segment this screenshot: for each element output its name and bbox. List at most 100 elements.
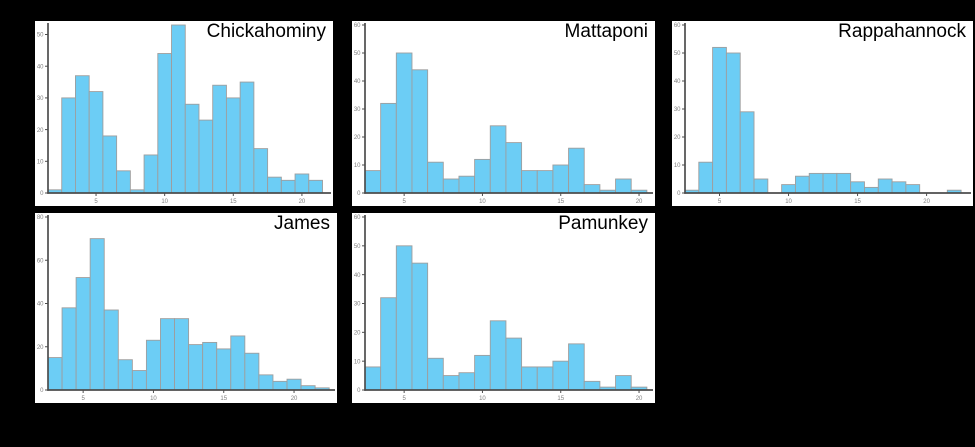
histogram-bar — [174, 318, 190, 391]
histogram-panel-mattaponi: Mattaponi 0 10 20 30 40 50 60 5 10 15 20 — [352, 21, 655, 206]
histogram-bar — [61, 307, 77, 391]
y-tick-label: 80 — [37, 215, 44, 221]
histogram-bar — [615, 375, 632, 391]
y-tick-label: 40 — [354, 79, 361, 85]
histogram-bar — [280, 179, 296, 194]
histogram-bar — [568, 147, 585, 194]
histogram-svg: 0 20 40 60 80 5 10 15 20 — [37, 215, 335, 402]
histogram-chart: 0 10 20 30 40 50 60 5 10 15 20 — [352, 213, 655, 403]
histogram-bar — [380, 102, 397, 194]
histogram-panel-pamunkey: Pamunkey 0 10 20 30 40 50 60 5 10 15 20 — [352, 213, 655, 403]
histogram-bar — [489, 320, 507, 391]
histogram-bar — [615, 178, 632, 194]
y-tick-label: 10 — [674, 163, 681, 169]
y-tick-label: 20 — [354, 135, 361, 141]
chart-title: Pamunkey — [558, 213, 648, 234]
x-tick-label: 15 — [854, 199, 861, 205]
histogram-bar — [583, 184, 601, 194]
histogram-bar — [395, 245, 413, 391]
histogram-panel-chickahominy: Chickahominy 0 10 20 30 40 50 5 10 15 20 — [35, 21, 333, 206]
y-tick-label: 10 — [354, 359, 361, 365]
histogram-chart: 0 10 20 30 40 50 60 5 10 15 20 — [672, 21, 973, 206]
y-tick-label: 30 — [674, 107, 681, 113]
y-tick-label: 60 — [674, 23, 681, 29]
histogram-bar — [836, 172, 852, 194]
x-tick-label: 15 — [557, 199, 564, 205]
histogram-bar — [103, 309, 119, 391]
histogram-bar — [583, 380, 601, 391]
y-tick-label: 40 — [37, 64, 44, 70]
y-tick-label: 20 — [674, 135, 681, 141]
histogram-bar — [258, 374, 274, 391]
histogram-bar — [753, 178, 769, 194]
histogram-bar — [380, 297, 397, 391]
y-tick-label: 60 — [354, 23, 361, 29]
histogram-bar — [212, 84, 227, 194]
histogram-bar — [411, 69, 429, 194]
x-tick-label: 5 — [402, 396, 406, 402]
y-tick-label: 20 — [37, 345, 44, 351]
y-tick-label: 20 — [354, 331, 361, 337]
y-tick-label: 50 — [354, 51, 361, 57]
histogram-bar — [442, 375, 460, 391]
histogram-bar — [505, 337, 523, 391]
histogram-panel-james: James 0 20 40 60 80 5 10 15 20 — [35, 213, 337, 403]
histogram-bar — [536, 366, 554, 391]
y-tick-label: 50 — [37, 33, 44, 39]
histogram-bar — [188, 344, 204, 391]
x-tick-label: 10 — [161, 199, 168, 205]
histogram-bar — [442, 178, 460, 194]
y-tick-label: 60 — [354, 215, 361, 221]
histogram-bar — [286, 378, 302, 391]
histogram-bar — [536, 170, 554, 194]
histogram-bar — [474, 354, 491, 391]
x-tick-label: 15 — [230, 199, 237, 205]
histogram-bar — [198, 119, 214, 194]
histogram-bar — [47, 357, 63, 391]
y-tick-label: 30 — [354, 107, 361, 113]
histogram-bar — [474, 158, 491, 194]
histogram-bar — [808, 172, 824, 194]
histogram-bar — [489, 125, 507, 194]
histogram-bar — [116, 170, 131, 194]
histogram-chart: 0 10 20 30 40 50 60 5 10 15 20 — [352, 21, 655, 206]
x-tick-label: 5 — [94, 199, 98, 205]
x-tick-label: 10 — [785, 199, 792, 205]
histogram-bar — [143, 154, 159, 194]
x-tick-label: 20 — [923, 199, 930, 205]
y-tick-label: 40 — [354, 273, 361, 279]
x-tick-label: 5 — [718, 199, 722, 205]
y-tick-label: 40 — [37, 302, 44, 308]
histogram-bar — [267, 176, 282, 194]
histogram-bar — [294, 173, 310, 194]
x-tick-label: 15 — [557, 396, 564, 402]
histogram-bar — [244, 352, 260, 391]
y-tick-label: 30 — [354, 302, 361, 308]
x-tick-label: 10 — [479, 199, 486, 205]
histogram-bar — [552, 164, 570, 194]
histogram-bar — [272, 380, 288, 391]
chart-title: Chickahominy — [206, 21, 326, 42]
y-tick-label: 0 — [357, 191, 361, 197]
histogram-bar — [427, 357, 444, 391]
histogram-svg: 0 10 20 30 40 50 60 5 10 15 20 — [674, 23, 971, 205]
histogram-bar — [61, 97, 76, 194]
histogram-bar — [89, 238, 105, 391]
histogram-bar — [521, 366, 538, 391]
histogram-bar — [184, 103, 200, 194]
histogram-bar — [521, 170, 538, 194]
histogram-bar — [157, 53, 172, 194]
y-tick-label: 60 — [37, 258, 44, 264]
histogram-svg: 0 10 20 30 40 50 60 5 10 15 20 — [354, 23, 653, 205]
histogram-bar — [568, 343, 585, 391]
y-tick-label: 30 — [37, 96, 44, 102]
y-tick-label: 0 — [40, 191, 44, 197]
histogram-bar — [216, 348, 232, 391]
histogram-bar — [253, 148, 269, 194]
y-tick-label: 10 — [354, 163, 361, 169]
histogram-bar — [712, 46, 727, 194]
histogram-bar — [160, 318, 175, 391]
histogram-bar — [725, 52, 741, 194]
histogram-bar — [230, 335, 246, 391]
